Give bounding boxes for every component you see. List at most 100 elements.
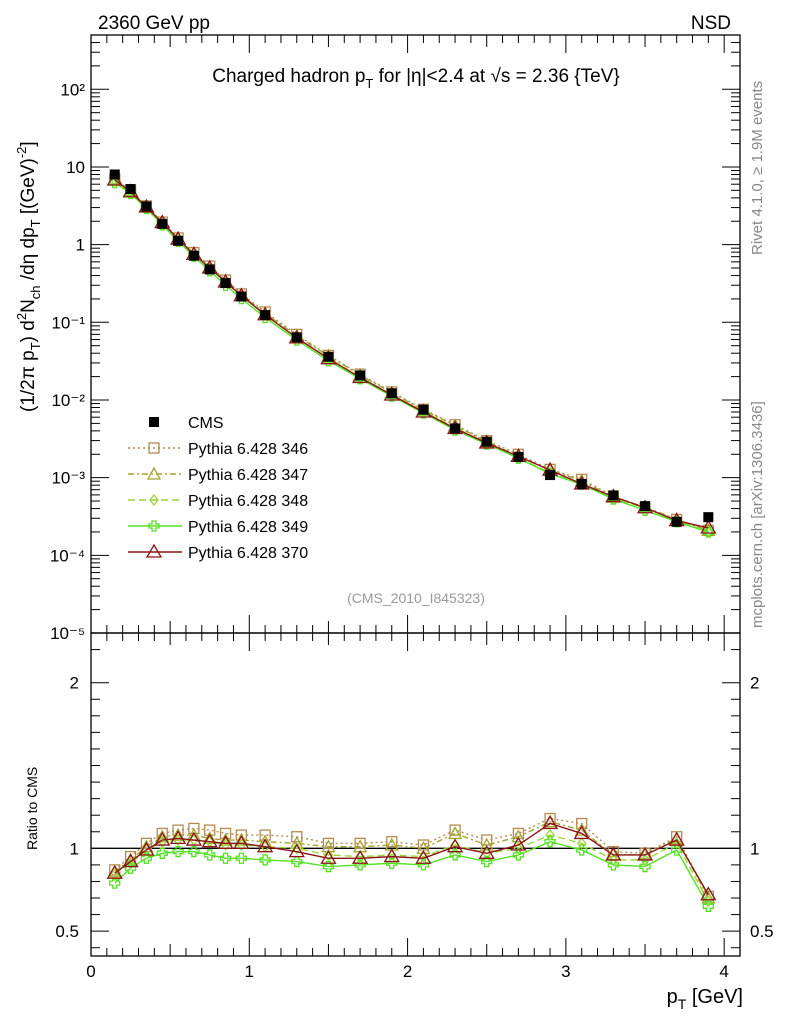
xl-sub-t: T xyxy=(678,996,687,1012)
data-point xyxy=(703,512,714,523)
legend-marker-cms xyxy=(149,417,159,427)
ratio-series-point xyxy=(636,846,654,861)
ratio-series-point xyxy=(671,844,683,856)
header-left-label: 2360 GeV pp xyxy=(98,13,210,34)
ratio-series-point xyxy=(479,837,494,851)
ratio-series-point xyxy=(235,852,248,864)
ratio-series-point xyxy=(188,845,200,858)
ratio-series-point xyxy=(383,848,400,863)
analysis-watermark: (CMS_2010_I845323) xyxy=(347,590,485,606)
ratio-series-point xyxy=(447,826,463,840)
ratio-series-line xyxy=(114,822,709,896)
main-data-series xyxy=(109,169,714,527)
x-tick-label: 4 xyxy=(719,962,728,981)
yl-b: ) d xyxy=(18,320,39,342)
ratio-series-point xyxy=(449,824,461,836)
ratio-series-point xyxy=(449,849,461,861)
ratio-y-tick-label-left: 2 xyxy=(70,674,79,693)
ratio-series-point xyxy=(512,849,525,861)
xl-rest: [GeV] xyxy=(686,986,743,1008)
x-tick-label: 1 xyxy=(245,962,254,981)
main-y-axis-label: (1/2π pT) d2Nch /dη dpT [(GeV)-2] xyxy=(14,141,43,412)
data-point xyxy=(323,351,334,362)
ratio-series-3 xyxy=(109,836,714,912)
ratio-series-point xyxy=(605,846,622,861)
legend-marker xyxy=(148,520,160,532)
ratio-series-point xyxy=(109,868,120,881)
data-point xyxy=(173,235,184,246)
x-tick-label: 0 xyxy=(86,962,95,981)
data-point xyxy=(220,278,231,289)
ratio-series-point xyxy=(185,831,203,846)
ratio-y-axis-label: Ratio to CMS xyxy=(24,767,40,850)
ratio-series-point xyxy=(351,849,369,864)
ratio-series-point xyxy=(202,831,217,845)
yl-sup-2: 2 xyxy=(14,313,29,320)
main-y-tick-label: 10⁻¹ xyxy=(51,313,85,332)
ratio-series-point xyxy=(541,815,559,830)
ratio-series-point xyxy=(702,900,714,912)
ratio-series-2 xyxy=(109,829,714,908)
legend-label: Pythia 6.428 346 xyxy=(188,441,308,458)
ratio-series-point xyxy=(700,886,717,901)
ratio-series-4 xyxy=(106,815,717,901)
main-y-tick-label: 10² xyxy=(60,80,85,99)
yl-d: /dη dp xyxy=(18,227,39,285)
data-point xyxy=(291,332,302,343)
ratio-series-point xyxy=(201,833,218,848)
ratio-series-point xyxy=(544,836,556,848)
yl-sub-ch: ch xyxy=(28,285,43,299)
axes-layer: 10⁻⁵ 10⁻⁴ 10⁻³ 10⁻² 10⁻¹ 1 10 10² 0 1 2 3 4 0.5 0.5 1 1 2… xyxy=(50,34,774,981)
main-y-tick-label: 10⁻⁵ xyxy=(50,624,85,643)
side-label-mcplots: mcplots.cern.ch [arXiv:1306.3436] xyxy=(749,401,766,628)
data-point xyxy=(386,388,397,399)
ratio-series-point xyxy=(323,848,334,861)
ratio-series-point xyxy=(291,855,303,868)
ratio-series-point xyxy=(140,852,153,864)
ratio-series-point xyxy=(607,859,620,871)
ratio-series-point xyxy=(478,845,495,859)
ratio-series-point xyxy=(204,849,216,861)
ratio-series-point xyxy=(446,838,464,853)
legend-label-cms: CMS xyxy=(188,415,224,432)
data-point xyxy=(355,370,366,381)
x-tick-label: 3 xyxy=(561,962,570,981)
main-y-tick-label: 10⁻² xyxy=(51,391,85,410)
ratio-series-line xyxy=(114,840,709,907)
ratio-series-point xyxy=(416,840,431,854)
ratio-series-point xyxy=(156,847,168,859)
yl-e: [(GeV) xyxy=(18,158,39,219)
ratio-series-point xyxy=(322,860,335,873)
data-point xyxy=(450,423,461,434)
ratio-series-point xyxy=(172,845,184,858)
ratio-series-point xyxy=(219,827,232,840)
ratio-series-point xyxy=(291,831,303,843)
ratio-series-point xyxy=(170,827,186,841)
ratio-series-point xyxy=(288,843,305,858)
ratio-series-point xyxy=(291,842,302,855)
ratio-series-point xyxy=(106,864,123,879)
ratio-series-point xyxy=(154,831,171,846)
data-point xyxy=(640,501,651,512)
title-sub-t: T xyxy=(365,76,373,91)
ratio-series-point xyxy=(511,829,526,843)
ratio-series-point xyxy=(233,835,250,850)
yl-c: N xyxy=(18,299,39,313)
data-point xyxy=(236,291,247,302)
legend-marker xyxy=(148,442,160,454)
main-series-point xyxy=(700,519,717,534)
data-point xyxy=(125,184,136,195)
ratio-series-point xyxy=(169,830,187,845)
main-y-tick-label: 10 xyxy=(66,158,85,177)
legend-marker xyxy=(145,543,163,558)
ratio-y-tick-label-right: 0.5 xyxy=(750,922,774,941)
header-right-label: NSD xyxy=(691,13,731,34)
main-series-line xyxy=(114,179,709,531)
data-point xyxy=(481,436,492,447)
data-point xyxy=(671,516,682,527)
ratio-series-point xyxy=(156,827,168,840)
side-label-rivet: Rivet 4.1.0, ≥ 1.9M events xyxy=(749,81,766,255)
yl-a: (1/2π p xyxy=(18,350,39,412)
title-part-1: Charged hadron p xyxy=(212,66,365,87)
